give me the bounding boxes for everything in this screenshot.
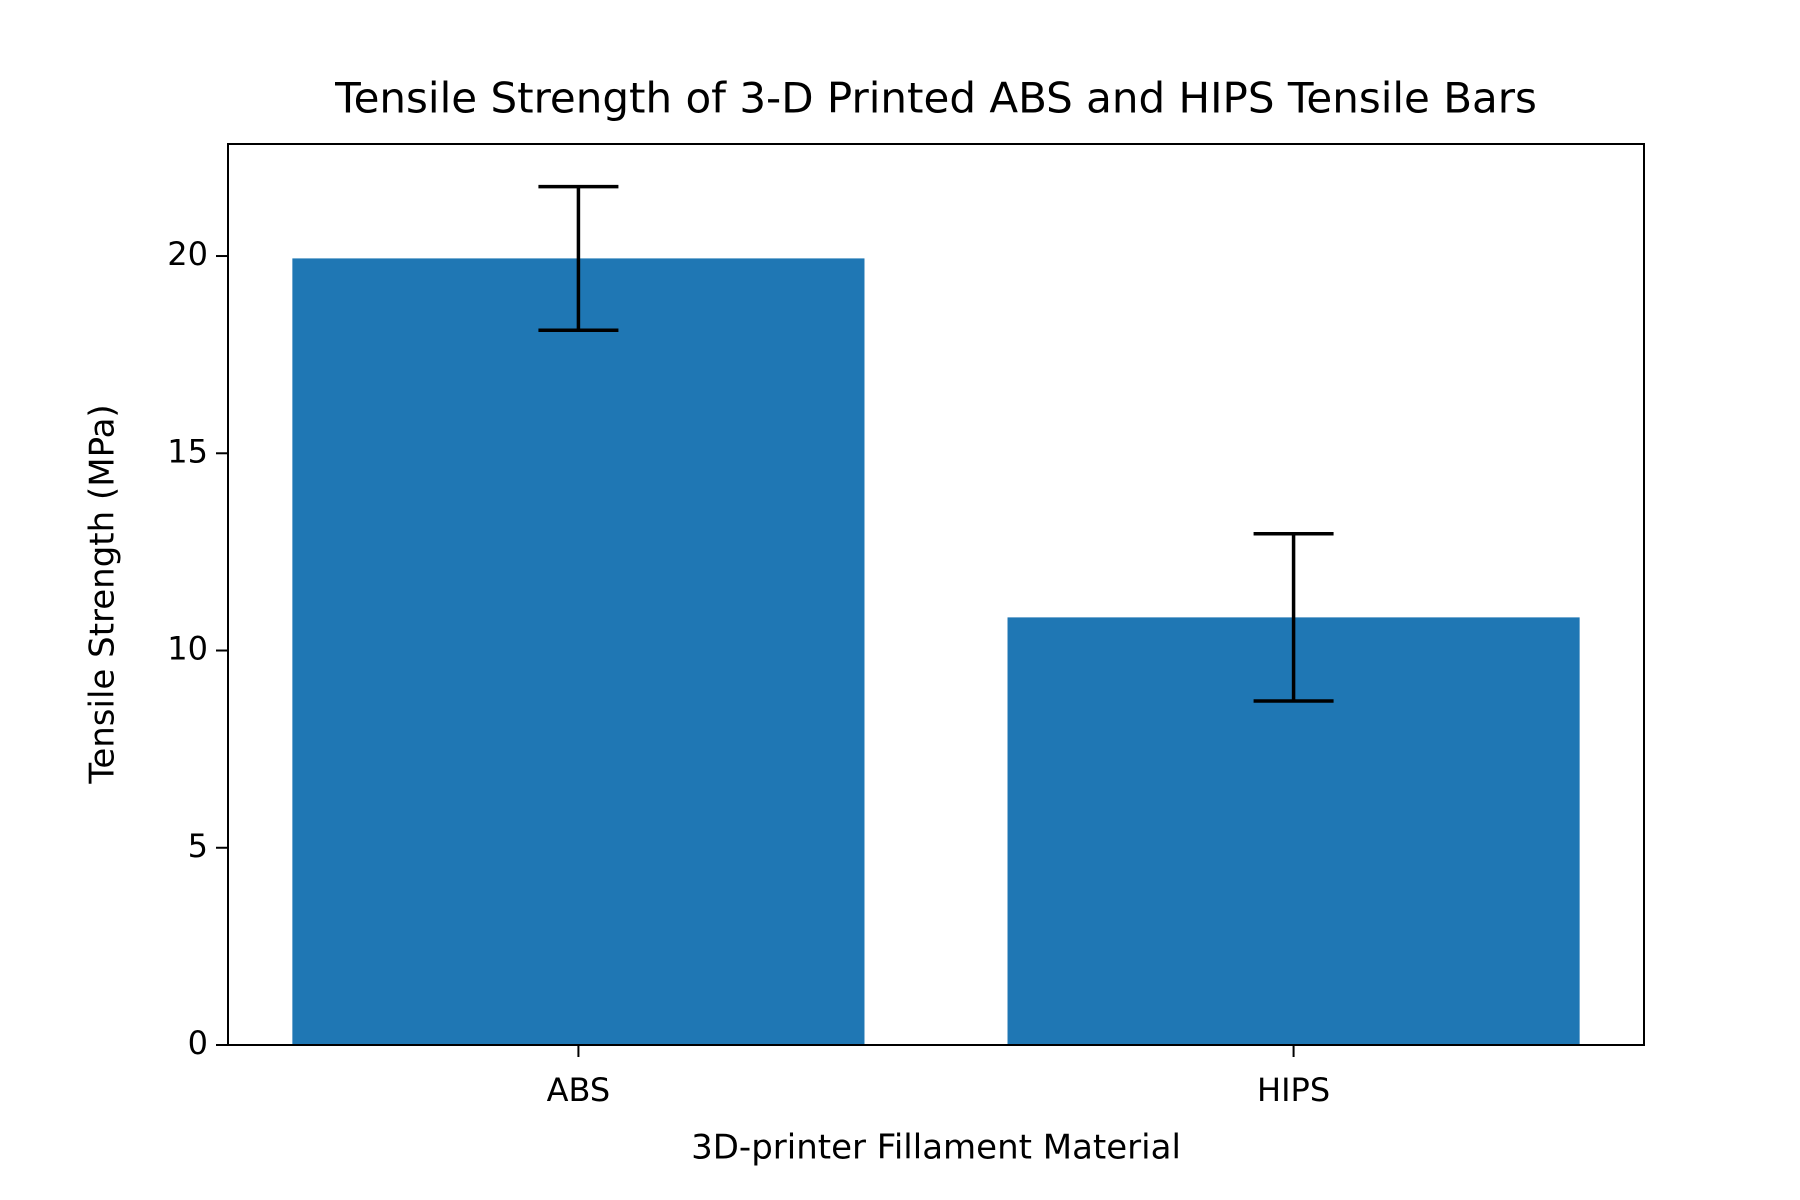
y-tick-label: 15 (167, 432, 208, 470)
error-bar (1253, 531, 1334, 703)
y-axis-label: Tensile Strength (MPa) (83, 404, 123, 784)
error-bar (538, 184, 619, 332)
x-axis-label: 3D-printer Fillament Material (691, 1128, 1181, 1168)
y-tick-label: 5 (188, 827, 208, 865)
y-tick-label: 10 (167, 630, 208, 668)
x-tick-label: HIPS (1257, 1071, 1330, 1109)
chart-title: Tensile Strength of 3-D Printed ABS and … (334, 74, 1537, 123)
y-tick-label: 20 (167, 235, 208, 273)
x-tick-label: ABS (547, 1071, 611, 1109)
plot-frame (227, 143, 1645, 1046)
bar (292, 258, 865, 1046)
y-tick-label: 0 (188, 1024, 208, 1062)
